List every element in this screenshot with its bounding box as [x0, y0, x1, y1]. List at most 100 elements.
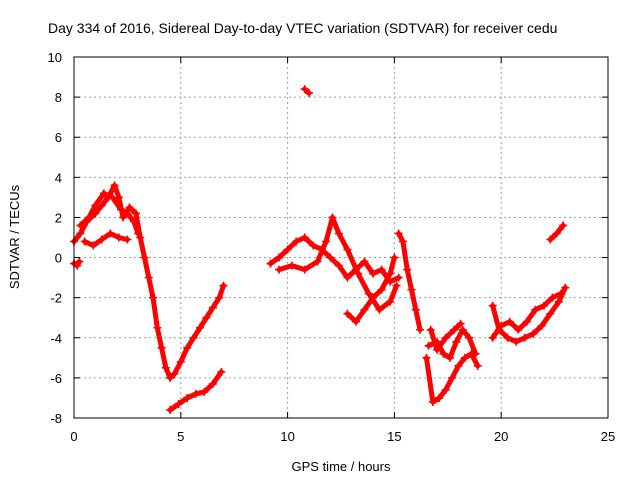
data-point	[110, 181, 119, 190]
data-point	[125, 203, 134, 212]
series-trace	[488, 289, 566, 342]
data-point	[458, 325, 467, 334]
series-line	[426, 327, 479, 361]
ticks: 0 5 10 15 20 25 -8 -6 -4 -2 0 2 4 6 8 10	[48, 50, 616, 444]
data-point	[304, 89, 313, 98]
data-point	[403, 265, 412, 274]
data-point	[546, 309, 555, 318]
data-point	[215, 293, 224, 302]
y-tick-label: -6	[50, 371, 62, 386]
data-point	[266, 259, 275, 268]
data-point	[217, 367, 226, 376]
data-point	[84, 213, 93, 222]
data-point	[561, 283, 570, 292]
series-trace	[424, 325, 480, 362]
data-point	[360, 257, 369, 266]
data-point	[386, 269, 395, 278]
series-line	[268, 235, 402, 285]
data-point	[441, 333, 450, 342]
data-point	[377, 285, 386, 294]
chart-title: Day 334 of 2016, Sidereal Day-to-day VTE…	[48, 20, 557, 36]
data-point	[426, 325, 435, 334]
series-trace	[546, 221, 568, 244]
y-tick-label: -2	[50, 291, 62, 306]
data-point	[287, 261, 296, 270]
data-point	[394, 229, 403, 238]
data-point	[166, 405, 175, 414]
data-point	[377, 265, 386, 274]
data-point	[200, 387, 209, 396]
data-point	[97, 235, 106, 244]
data-point	[465, 333, 474, 342]
x-tick-label: 0	[70, 429, 77, 444]
data-point	[170, 369, 179, 378]
data-point	[537, 321, 546, 330]
data-point	[369, 293, 378, 302]
data-point	[136, 233, 145, 242]
data-point	[529, 329, 538, 338]
data-point	[183, 343, 192, 352]
series-trace	[422, 349, 482, 406]
y-tick-label: 6	[55, 130, 62, 145]
data-point	[134, 229, 143, 238]
data-point	[283, 245, 292, 254]
data-point	[73, 261, 82, 270]
data-point	[548, 293, 557, 302]
data-point	[114, 233, 123, 242]
data-point	[386, 297, 395, 306]
data-point	[119, 213, 128, 222]
data-point	[313, 257, 322, 266]
data-point	[131, 209, 140, 218]
data-point	[161, 363, 170, 372]
data-point	[488, 333, 497, 342]
data-point	[91, 201, 100, 210]
data-point	[189, 333, 198, 342]
data-point	[343, 245, 352, 254]
data-point	[328, 213, 337, 222]
data-point	[433, 345, 442, 354]
data-point	[343, 309, 352, 318]
data-point	[375, 305, 384, 314]
data-point	[505, 317, 514, 326]
data-point	[448, 373, 457, 382]
data-point	[75, 257, 84, 266]
data-point	[208, 303, 217, 312]
data-point	[369, 269, 378, 278]
data-point	[202, 313, 211, 322]
data-point	[411, 305, 420, 314]
data-point	[80, 237, 89, 246]
data-point	[488, 301, 497, 310]
data-point	[129, 217, 138, 226]
data-point	[539, 301, 548, 310]
series-trace	[343, 253, 399, 326]
data-point	[398, 237, 407, 246]
data-point	[559, 221, 568, 230]
data-point	[439, 349, 448, 358]
data-point	[219, 281, 228, 290]
data-point	[176, 357, 185, 366]
data-point	[424, 341, 433, 350]
series-trace	[300, 85, 313, 98]
data-series	[70, 85, 570, 414]
data-point	[153, 323, 162, 332]
data-point	[435, 393, 444, 402]
data-point	[554, 297, 563, 306]
data-point	[76, 229, 85, 238]
series-trace	[80, 229, 132, 250]
data-point	[514, 325, 523, 334]
data-point	[166, 373, 175, 382]
series-trace	[394, 229, 425, 334]
data-point	[106, 229, 115, 238]
x-axis-title: GPS time / hours	[292, 459, 391, 474]
series-trace	[166, 367, 226, 414]
data-point	[520, 333, 529, 342]
data-point	[116, 205, 125, 214]
data-point	[456, 319, 465, 328]
data-point	[174, 399, 183, 408]
data-point	[360, 305, 369, 314]
data-point	[89, 241, 98, 250]
series-trace	[76, 189, 143, 238]
y-tick-label: 2	[55, 210, 62, 225]
